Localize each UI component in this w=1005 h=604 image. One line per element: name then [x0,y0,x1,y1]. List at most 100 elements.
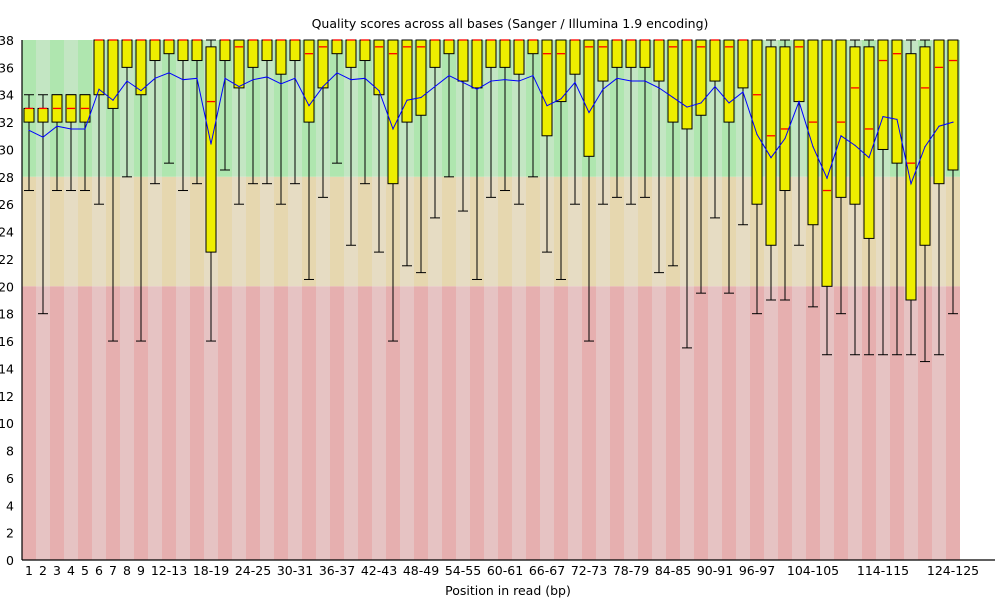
boxplot-series [23,39,959,363]
interquartile-box [765,46,777,246]
zone-poor-stripe [204,286,218,560]
zone-poor-stripe [260,286,274,560]
box-bin [331,39,343,164]
box-bin [751,39,763,315]
box-bin [429,39,441,219]
interquartile-box [863,46,875,239]
interquartile-box [289,39,301,62]
box-bin [611,39,623,198]
x-tick-label: 96-97 [739,563,775,578]
box-bin [163,39,175,164]
interquartile-box [485,39,497,68]
zone-poor-stripe [484,286,498,560]
zone-poor-stripe [64,286,78,560]
zone-poor-stripe [246,286,260,560]
interquartile-box [499,39,511,68]
x-tick-label: 36-37 [319,563,355,578]
interquartile-box [177,39,189,62]
interquartile-box [541,39,553,137]
box-bin [807,39,819,308]
y-tick-label: 14 [0,361,14,376]
y-tick-label: 30 [0,142,14,157]
y-tick-label: 4 [6,498,14,513]
zone-reasonable-stripe [330,176,344,287]
zone-poor-stripe [302,286,316,560]
zone-poor-stripe [134,286,148,560]
zone-poor-stripe [372,286,386,560]
interquartile-box [345,39,357,68]
box-bin [233,39,245,205]
x-tick-label: 8 [123,563,131,578]
box-bin [793,39,805,246]
box-bin [709,39,721,219]
box-bin [485,39,497,198]
y-tick-label: 18 [0,307,14,322]
mean-point [616,77,618,79]
mean-point [462,81,464,84]
zone-poor-stripe [652,286,666,560]
y-tick-label: 6 [6,471,14,486]
x-tick-label: 66-67 [529,563,565,578]
interquartile-box [667,39,679,123]
zone-poor-stripe [428,286,442,560]
mean-point [672,96,674,99]
zone-poor-stripe [176,286,190,560]
interquartile-box [121,39,133,68]
interquartile-box [835,39,847,198]
zone-poor-stripe [218,286,232,560]
zone-poor-stripe [316,286,330,560]
mean-point [350,79,352,81]
interquartile-box [359,39,371,62]
zone-reasonable-stripe [288,176,302,287]
box-bin [359,39,371,185]
box-bin [695,39,707,294]
interquartile-box [261,39,273,62]
y-tick-label: 38 [0,33,14,48]
mean-point [910,183,912,185]
box-bin [499,39,511,192]
mean-point [784,137,786,140]
x-tick-label: 72-73 [571,563,607,578]
x-tick-label: 9 [137,563,145,578]
zone-poor-stripe [50,286,64,560]
zone-poor-stripe [638,286,652,560]
interquartile-box [37,107,49,123]
box-bin [51,94,63,192]
zone-reasonable-stripe [736,176,750,287]
box-bin [667,39,679,267]
box-bin [653,39,665,274]
box-bin [947,39,959,315]
box-bin [513,39,525,205]
zone-poor-stripe [792,286,806,560]
mean-point [644,80,646,82]
zone-poor-stripe [498,286,512,560]
zone-poor-stripe [610,286,624,560]
box-bin [527,39,539,178]
interquartile-box [457,39,469,82]
zone-reasonable-stripe [246,176,260,287]
zone-poor-stripe [386,286,400,560]
box-bin [107,39,119,342]
box-bin [303,39,315,280]
mean-point [840,135,842,137]
x-tick-label: 5 [81,563,89,578]
zone-poor-stripe [400,286,414,560]
zone-reasonable-stripe [526,176,540,287]
box-bin [261,39,273,185]
zone-poor-stripe [414,286,428,560]
zone-poor-stripe [596,286,610,560]
mean-line-layer [28,72,954,186]
zone-reasonable-stripe [638,176,652,287]
mean-point [336,72,338,74]
mean-point [238,85,240,88]
mean-point [126,80,128,82]
x-tick-label: 90-91 [697,563,733,578]
mean-point [210,143,212,145]
zone-reasonable-stripe [316,176,330,287]
zone-poor-stripe [680,286,694,560]
zone-reasonable-stripe [260,176,274,287]
box-bin [247,39,259,185]
mean-point [322,85,324,88]
zone-poor-stripe [778,286,792,560]
zone-reasonable-stripe [176,176,190,287]
